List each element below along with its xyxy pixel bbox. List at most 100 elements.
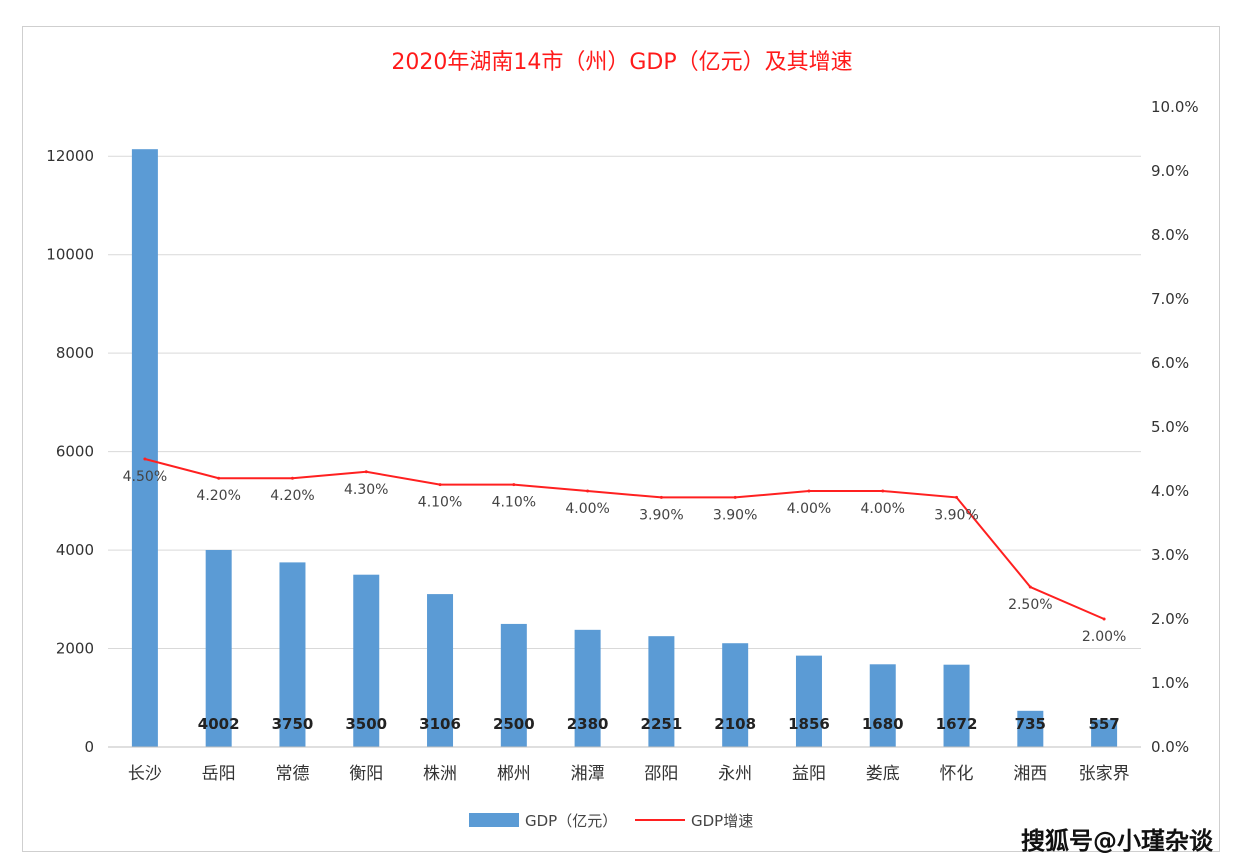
right-tick-label: 6.0% [1151,354,1189,372]
gdp-data-label: 3500 [345,715,387,733]
growth-data-label: 3.90% [639,507,683,523]
growth-point [1028,585,1032,589]
growth-point [438,483,442,487]
category-label: 郴州 [497,764,531,784]
gridlines [108,155,1141,748]
growth-data-label: 4.20% [196,488,240,504]
left-tick-label: 8000 [56,344,94,362]
growth-data-label: 3.90% [934,507,978,523]
category-label: 益阳 [792,764,826,784]
gdp-bar [205,549,232,747]
gdp-bar [1017,710,1044,747]
growth-point [143,457,147,461]
right-tick-label: 2.0% [1151,610,1189,628]
gdp-data-label: 2108 [714,715,756,733]
category-label: 株洲 [423,764,457,784]
right-tick-label: 9.0% [1151,162,1189,180]
growth-point [290,476,294,480]
gdp-data-label: 557 [1088,715,1119,733]
category-label: 湘西 [1013,764,1047,784]
gdp-bar [869,664,896,747]
growth-data-label: 2.50% [1008,597,1052,613]
gdp-bar [795,655,822,747]
growth-point [955,495,959,499]
category-label: 娄底 [866,764,900,784]
watermark: 搜狐号@小瑾杂谈 [1021,827,1214,853]
data-labels: 4002 3750 3500 3106 2500 2380 2251 2108 1856 1680… [123,469,1127,733]
gdp-bar [353,574,380,747]
left-tick-label: 4000 [56,541,94,559]
left-tick-label: 12000 [46,147,94,165]
chart-title: 2020年湖南14市（州）GDP（亿元）及其增速 [391,50,852,75]
gdp-data-label: 1672 [936,715,978,733]
growth-point [364,470,368,474]
growth-point [586,489,590,493]
legend-growth-label: GDP增速 [691,812,753,830]
growth-point [512,483,516,487]
growth-data-label: 4.10% [418,495,462,511]
category-label: 怀化 [940,764,974,784]
gdp-data-label: 1680 [862,715,904,733]
left-tick-label: 6000 [56,443,94,461]
gdp-bar [279,562,306,747]
gdp-data-label: 3750 [272,715,314,733]
gdp-data-label: 4002 [198,715,240,733]
left-tick-label: 10000 [46,246,94,264]
category-label: 邵阳 [644,764,678,784]
gdp-bars [131,149,1118,747]
axes: 0 2000 4000 6000 8000 10000 12000 0.0% 1.0% 2.0% 3… [46,98,1198,784]
gdp-data-label: 2500 [493,715,535,733]
right-tick-label: 3.0% [1151,546,1189,564]
gdp-bar [500,623,527,747]
legend-gdp-swatch [469,813,519,827]
gdp-data-label: 1856 [788,715,830,733]
growth-point [1102,617,1106,621]
gdp-data-label: 2380 [567,715,609,733]
growth-data-label: 4.10% [492,495,536,511]
growth-data-label: 2.00% [1082,629,1126,645]
gdp-data-label: 2251 [641,715,683,733]
growth-line [143,457,1106,621]
category-label: 岳阳 [202,764,236,784]
growth-point [659,495,663,499]
category-label: 张家界 [1079,764,1130,784]
right-tick-label: 4.0% [1151,482,1189,500]
gdp-data-label: 3106 [419,715,461,733]
gdp-bar [131,149,158,747]
gdp-bar [722,643,749,747]
gdp-bar [427,594,454,747]
growth-series-line [144,458,1105,620]
growth-point [807,489,811,493]
right-tick-label: 7.0% [1151,290,1189,308]
left-tick-label: 0 [84,738,94,756]
growth-point [733,495,737,499]
gdp-data-label: 735 [1015,715,1046,733]
growth-data-label: 4.00% [565,501,609,517]
growth-point [881,489,885,493]
combo-chart: 2020年湖南14市（州）GDP（亿元）及其增速 4002 3750 3500 310… [46,50,1214,853]
category-label: 常德 [275,764,309,784]
growth-data-label: 4.50% [123,469,167,485]
gdp-bar [943,664,970,747]
gdp-bar [1091,719,1118,747]
right-tick-label: 8.0% [1151,226,1189,244]
growth-data-label: 3.90% [713,507,757,523]
gdp-bar [574,629,601,747]
gdp-bar [648,636,675,747]
growth-data-label: 4.30% [344,482,388,498]
growth-data-label: 4.00% [861,501,905,517]
growth-data-label: 4.20% [270,488,314,504]
category-label: 永州 [718,764,752,784]
legend-gdp-label: GDP（亿元） [525,812,617,830]
right-tick-label: 10.0% [1151,98,1199,116]
chart-frame: 2020年湖南14市（州）GDP（亿元）及其增速 4002 3750 3500 310… [22,26,1220,853]
right-tick-label: 0.0% [1151,738,1189,756]
category-label: 衡阳 [349,764,383,784]
category-label: 长沙 [128,764,162,784]
right-tick-label: 1.0% [1151,674,1189,692]
growth-data-label: 4.00% [787,501,831,517]
legend: GDP（亿元） GDP增速 [469,812,753,830]
left-tick-label: 2000 [56,640,94,658]
category-label: 湘潭 [571,764,605,784]
growth-point [217,476,221,480]
